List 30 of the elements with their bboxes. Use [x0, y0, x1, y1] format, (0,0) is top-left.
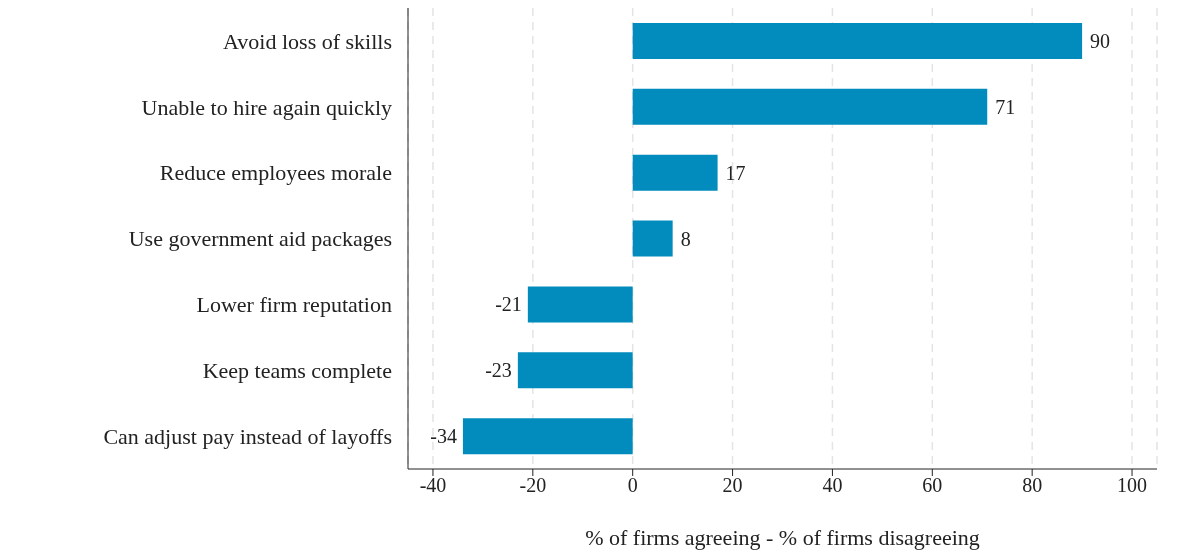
bar: [462, 418, 633, 455]
bar: [632, 88, 988, 125]
x-tick-label: -40: [419, 474, 447, 497]
data-label: -21: [495, 293, 522, 316]
x-tick-label: 20: [722, 474, 743, 497]
data-label: -23: [485, 359, 512, 382]
x-tick-label: 60: [922, 474, 943, 497]
bar: [527, 286, 633, 323]
y-tick-label: Unable to hire again quickly: [141, 94, 392, 120]
y-tick-label: Avoid loss of skills: [223, 28, 392, 54]
x-tick-label: 100: [1117, 474, 1148, 497]
y-tick-label: Reduce employees morale: [159, 160, 392, 186]
x-tick-label: 0: [627, 474, 638, 497]
data-label: 90: [1090, 30, 1111, 52]
bar: [632, 23, 1083, 59]
y-tick-label: Keep teams complete: [202, 358, 392, 384]
x-axis-title: % of firms agreeing - % of firms disagreeing: [585, 525, 980, 550]
data-label: 17: [725, 161, 746, 184]
data-label: 8: [680, 227, 691, 250]
y-tick-label: Can adjust pay instead of layoffs: [103, 423, 392, 449]
bar: [632, 220, 673, 257]
y-tick-label: Use government aid packages: [128, 226, 392, 252]
data-label: -34: [430, 425, 457, 448]
bar: [517, 352, 633, 389]
x-tick-label: 40: [822, 474, 843, 497]
bar: [632, 154, 718, 191]
y-tick-label: Lower firm reputation: [196, 292, 392, 318]
x-tick-label: -20: [519, 474, 547, 497]
x-tick-label: 80: [1022, 474, 1043, 497]
data-label: 71: [995, 95, 1016, 118]
